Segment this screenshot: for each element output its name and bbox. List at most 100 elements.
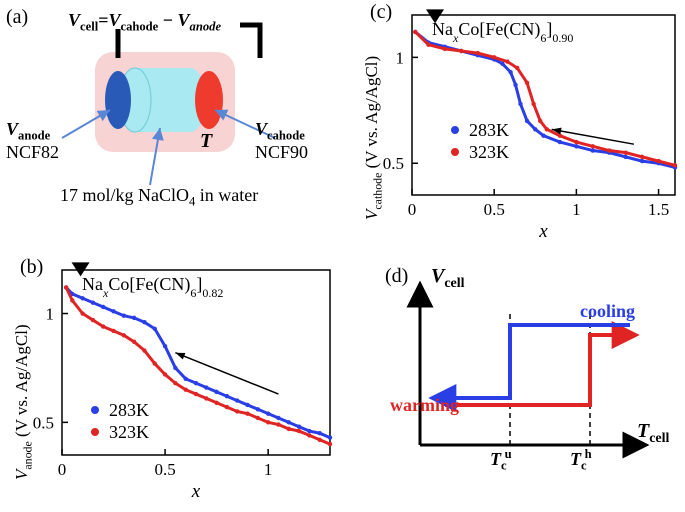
xtick-label: 1.5 (648, 200, 669, 219)
tch-label: Tch (570, 447, 592, 474)
legend-marker (91, 428, 99, 436)
cathode-ellipse (195, 71, 223, 129)
series-marker (214, 401, 218, 405)
series-marker (101, 324, 105, 328)
series-marker (607, 148, 611, 152)
tch-sup: h (585, 447, 592, 461)
cathode-v: V (255, 119, 267, 139)
series-marker (508, 70, 512, 74)
series-marker (91, 318, 95, 322)
series-marker (163, 344, 167, 348)
series-marker (656, 159, 660, 163)
series-marker (153, 361, 157, 365)
eq-v1: V (68, 10, 80, 30)
series-marker (538, 119, 542, 123)
series-marker (640, 155, 644, 159)
series-marker (513, 83, 517, 87)
series-marker (225, 394, 229, 398)
anode-label-block: Vanode NCF82 (6, 120, 59, 163)
series-marker (476, 51, 480, 55)
series-marker (276, 422, 280, 426)
legend-marker (451, 148, 459, 156)
series-marker (194, 392, 198, 396)
series-marker (525, 81, 529, 85)
legend-label: 323K (469, 142, 509, 162)
series-marker (80, 296, 84, 300)
series-marker (307, 433, 311, 437)
series-marker (328, 435, 332, 439)
tcu-label: Tcu (490, 447, 512, 474)
series-marker (317, 438, 321, 442)
xtick-label: 0 (58, 460, 67, 479)
series-marker (266, 420, 270, 424)
series-marker (204, 385, 208, 389)
anode-name: NCF82 (6, 142, 59, 162)
legend-label: 283K (109, 400, 149, 420)
eq-anode: anode (190, 20, 221, 34)
panel-label: (b) (20, 256, 43, 278)
panel-d-svg (385, 265, 685, 510)
series-marker (80, 311, 84, 315)
xtick-label: 1 (264, 460, 273, 479)
series-marker (492, 55, 496, 59)
series-marker (459, 49, 463, 53)
series-marker (297, 429, 301, 433)
xlabel: x (538, 221, 548, 242)
series-marker (328, 442, 332, 446)
series-marker (132, 316, 136, 320)
series-marker (111, 329, 115, 333)
series-marker (541, 134, 545, 138)
eq-v2: V (108, 10, 120, 30)
series-marker (122, 314, 126, 318)
series-marker (525, 119, 529, 123)
ytick-label: 0.5 (33, 413, 54, 432)
series-marker (101, 305, 105, 309)
anode-sub: anode (18, 129, 50, 143)
series-marker (591, 148, 595, 152)
series-marker (591, 144, 595, 148)
series-marker (623, 150, 627, 154)
eq-cell: cell (80, 20, 98, 34)
series-marker (287, 427, 291, 431)
series-marker (297, 425, 301, 429)
series-marker (256, 416, 260, 420)
series-marker (558, 134, 562, 138)
series-marker (132, 340, 136, 344)
tch-t: T (570, 449, 581, 469)
legend-label: 323K (109, 422, 149, 442)
ytick-label: 1 (396, 48, 405, 67)
panel-b: Vanode (V vs. Ag/AgCl) 00.510.51(b)NaxCo… (0, 255, 345, 510)
electrolyte-text: 17 mol/kg NaClO (60, 185, 189, 205)
eq-eq: = (98, 10, 108, 30)
series-marker (122, 333, 126, 337)
series-marker (70, 298, 74, 302)
equation: Vcell=Vcahode − Vanode (68, 10, 221, 35)
series-marker (91, 300, 95, 304)
warming-curve (445, 335, 635, 405)
ytick-label: 1 (46, 305, 55, 324)
panel-b-svg: 00.510.51(b)NaxCo[Fe(CN)6]0.82283K323Kx (0, 255, 345, 510)
cathode-name: NCF90 (255, 142, 308, 162)
series-marker (531, 102, 535, 106)
cathode-label-block: Vcahode NCF90 (255, 120, 308, 163)
series-marker (426, 42, 430, 46)
panel-d: (d) Vcell Tcell cooling warming Tcu Tch (385, 265, 685, 510)
series-marker (163, 372, 167, 376)
series-marker (225, 405, 229, 409)
cooling-label: cooling (580, 301, 635, 322)
series-marker (142, 320, 146, 324)
xtick-label: 0.5 (154, 460, 175, 479)
series-marker (287, 420, 291, 424)
cathode-sub: cahode (267, 129, 305, 143)
series-marker (183, 377, 187, 381)
xlabel: x (191, 481, 201, 502)
electrolyte-caption: 17 mol/kg NaClO4 in water (60, 185, 258, 210)
series-marker (235, 398, 239, 402)
eq-minus: − (158, 10, 177, 30)
legend-label: 283K (469, 120, 509, 140)
figure-root: (a) V (0, 0, 685, 512)
panel-c-svg: 00.511.50.51(c)NaxCo[Fe(CN)6]0.90283K323… (350, 0, 685, 245)
anode-v: V (6, 119, 18, 139)
series-marker (194, 381, 198, 385)
series-marker (533, 127, 537, 131)
